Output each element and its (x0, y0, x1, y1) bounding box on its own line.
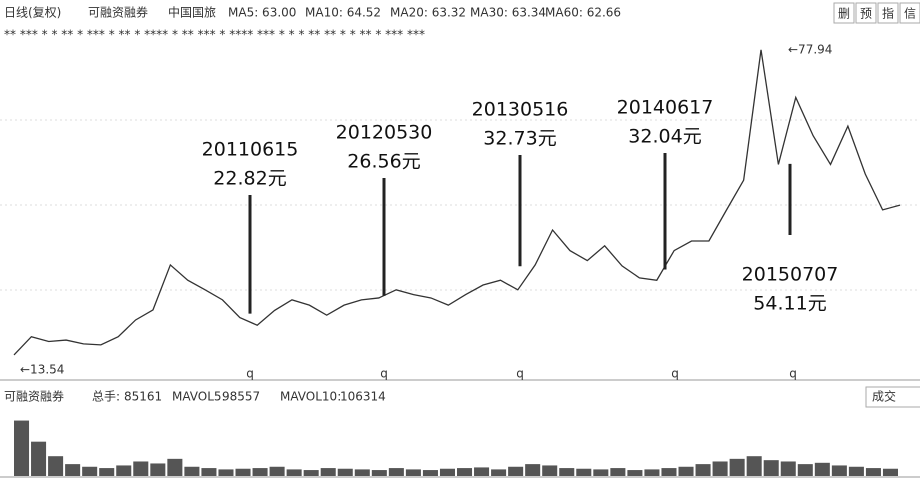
volume-bar (286, 469, 302, 476)
volume-bar (678, 466, 694, 476)
volume-bar (320, 468, 336, 476)
q-mark: q (246, 367, 254, 381)
volume-bar (65, 464, 81, 476)
volume-bar (82, 466, 98, 476)
volume-bar (116, 465, 132, 476)
volume-bar (184, 466, 200, 476)
volume-bar (848, 466, 864, 476)
q-mark: q (789, 367, 797, 381)
volume-bar (354, 469, 370, 476)
markers: ** *** * * ** * *** * ** * **** * ** ***… (4, 28, 425, 42)
volume-bar (252, 468, 268, 476)
q-mark: q (380, 367, 388, 381)
total: 85161 (124, 390, 162, 404)
volume-bar (797, 464, 813, 476)
button[interactable] (833, 2, 855, 24)
q-mark: q (516, 367, 524, 381)
volume-bar (525, 464, 541, 476)
volume-bar (508, 466, 524, 476)
annotation-date: 20110615 (202, 139, 299, 161)
button[interactable] (899, 2, 920, 24)
button-label[interactable]: 指 (882, 6, 894, 21)
volume-bar (627, 470, 643, 476)
volume-bar (746, 456, 762, 476)
annotation-price: 26.56元 (347, 151, 420, 173)
volume-bar (559, 468, 575, 476)
volume-bar (218, 469, 234, 476)
header-item: 可融资融券 (88, 5, 148, 20)
volume-bar (133, 461, 149, 476)
price-line (13, 49, 901, 356)
mavol5: 98557 (222, 390, 260, 404)
extreme-label: ←77.94 (788, 42, 832, 56)
q-mark: q (671, 367, 679, 381)
header-item: MA5: 63.00 (228, 6, 296, 20)
volume-bar (865, 468, 881, 476)
volume-bar (695, 464, 711, 476)
volume-bar (780, 461, 796, 476)
extreme-label: ←13.54 (20, 363, 64, 377)
volume-bar (303, 470, 319, 476)
volume-bar (201, 468, 217, 476)
volume-bar (542, 465, 558, 476)
volume-bar (235, 468, 251, 476)
volume-bar (371, 470, 387, 476)
volume-bar (405, 469, 421, 476)
volume-bar (593, 469, 609, 476)
volume-bar (48, 456, 64, 476)
volume-bar (831, 465, 847, 476)
annotation-date: 20120530 (336, 122, 433, 144)
header-item: 中国国旅 (168, 5, 216, 20)
volume-bar (814, 462, 830, 476)
volume-bar (337, 468, 353, 476)
volume-bar (763, 460, 779, 476)
volume-bar (167, 458, 183, 476)
volume-bar (99, 468, 115, 476)
annotation-price: 32.73元 (483, 128, 556, 150)
volume-bar (269, 466, 285, 476)
annotation-price: 22.82元 (213, 168, 286, 190)
mavol10: 106314 (340, 390, 386, 404)
header-item: MA60: 62.66 (545, 6, 621, 20)
volume-bar (712, 461, 728, 476)
volume-bar (457, 468, 473, 476)
volume-bar (474, 467, 490, 476)
button[interactable] (855, 2, 877, 24)
volume-bar (422, 470, 438, 476)
button-label[interactable]: 删 (838, 7, 850, 21)
volume-bar (644, 469, 660, 476)
button[interactable] (877, 2, 899, 24)
button-label[interactable]: 信 (904, 7, 916, 21)
mavol10-label: MAVOL10: (280, 390, 341, 404)
annotation-date: 20140617 (617, 97, 714, 119)
volume-bar (882, 468, 898, 476)
volume-bar (150, 463, 166, 476)
header-item: MA20: 63.32 (390, 6, 466, 20)
annotation-date: 20130516 (472, 99, 569, 121)
header-item: 日线(复权) (4, 6, 61, 20)
total-label: 总手: (92, 390, 120, 404)
volume-bar (491, 469, 507, 476)
button-label[interactable]: 预 (860, 7, 872, 21)
volume-label: 可融资融券 (4, 389, 64, 404)
button[interactable] (865, 386, 920, 408)
volume-bar (729, 458, 745, 476)
header-item: MA10: 64.52 (305, 6, 381, 20)
annotation-price: 54.11元 (753, 293, 826, 315)
volume-bar (14, 420, 30, 476)
annotation-date: 20150707 (742, 264, 839, 286)
mavol5-label: MAVOL5: (172, 390, 226, 404)
volume-bar (31, 441, 47, 476)
annotation-price: 32.04元 (628, 126, 701, 148)
volume-bar (576, 468, 592, 476)
volume-bar (388, 468, 404, 476)
header-item: MA30: 63.34 (470, 6, 546, 20)
button-label[interactable]: 成交 (872, 389, 896, 404)
volume-bar (439, 468, 455, 476)
volume-bar (661, 468, 677, 476)
volume-bar (610, 468, 626, 476)
